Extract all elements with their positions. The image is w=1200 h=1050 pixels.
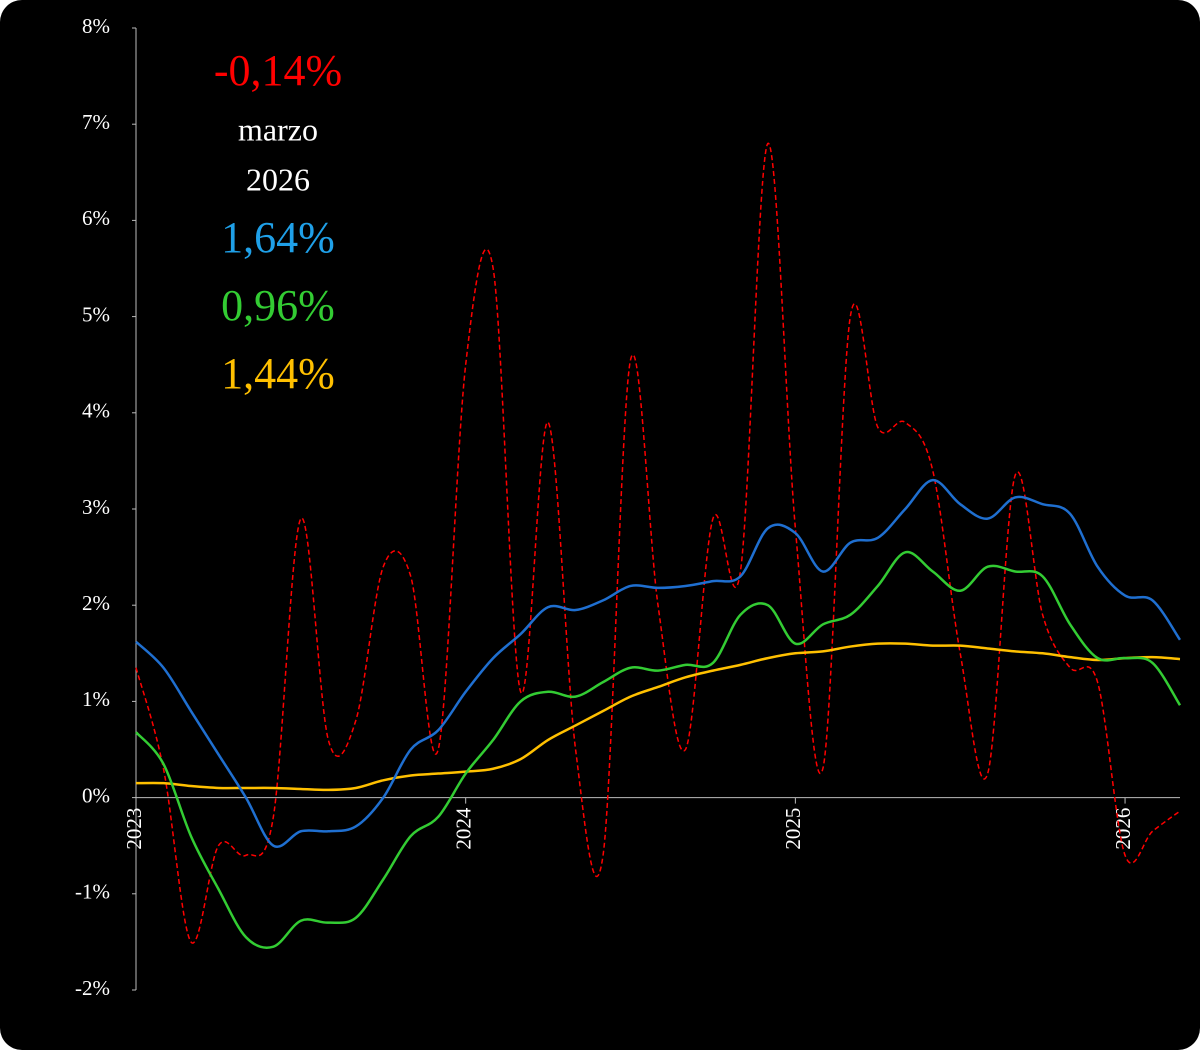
y-tick-label: 0% bbox=[82, 783, 110, 807]
x-tick-label: 2025 bbox=[781, 808, 805, 850]
x-tick-label: 2023 bbox=[122, 808, 146, 850]
series-line bbox=[135, 478, 1182, 849]
annotation: 1,64% bbox=[221, 213, 335, 262]
y-tick-label: 4% bbox=[82, 399, 110, 423]
y-tick-label: -1% bbox=[75, 880, 110, 904]
y-tick-label: 1% bbox=[82, 687, 110, 711]
annotation: marzo bbox=[238, 111, 318, 147]
annotation: 0,96% bbox=[221, 281, 335, 330]
y-tick-label: 3% bbox=[82, 495, 110, 519]
y-tick-label: 2% bbox=[82, 591, 110, 615]
annotation: -0,14% bbox=[214, 46, 342, 95]
annotation: 2026 bbox=[246, 161, 310, 197]
x-tick-label: 2024 bbox=[451, 807, 475, 850]
y-tick-label: -2% bbox=[75, 976, 110, 1000]
y-tick-label: 7% bbox=[82, 110, 110, 134]
x-tick-label: 2026 bbox=[1111, 808, 1135, 850]
y-tick-label: 5% bbox=[82, 302, 110, 326]
y-tick-label: 6% bbox=[82, 206, 110, 230]
series-line bbox=[135, 642, 1181, 792]
y-tick-label: 8% bbox=[82, 14, 110, 38]
series-line bbox=[135, 550, 1182, 949]
series-line bbox=[135, 142, 1181, 944]
annotation: 1,44% bbox=[221, 349, 335, 398]
